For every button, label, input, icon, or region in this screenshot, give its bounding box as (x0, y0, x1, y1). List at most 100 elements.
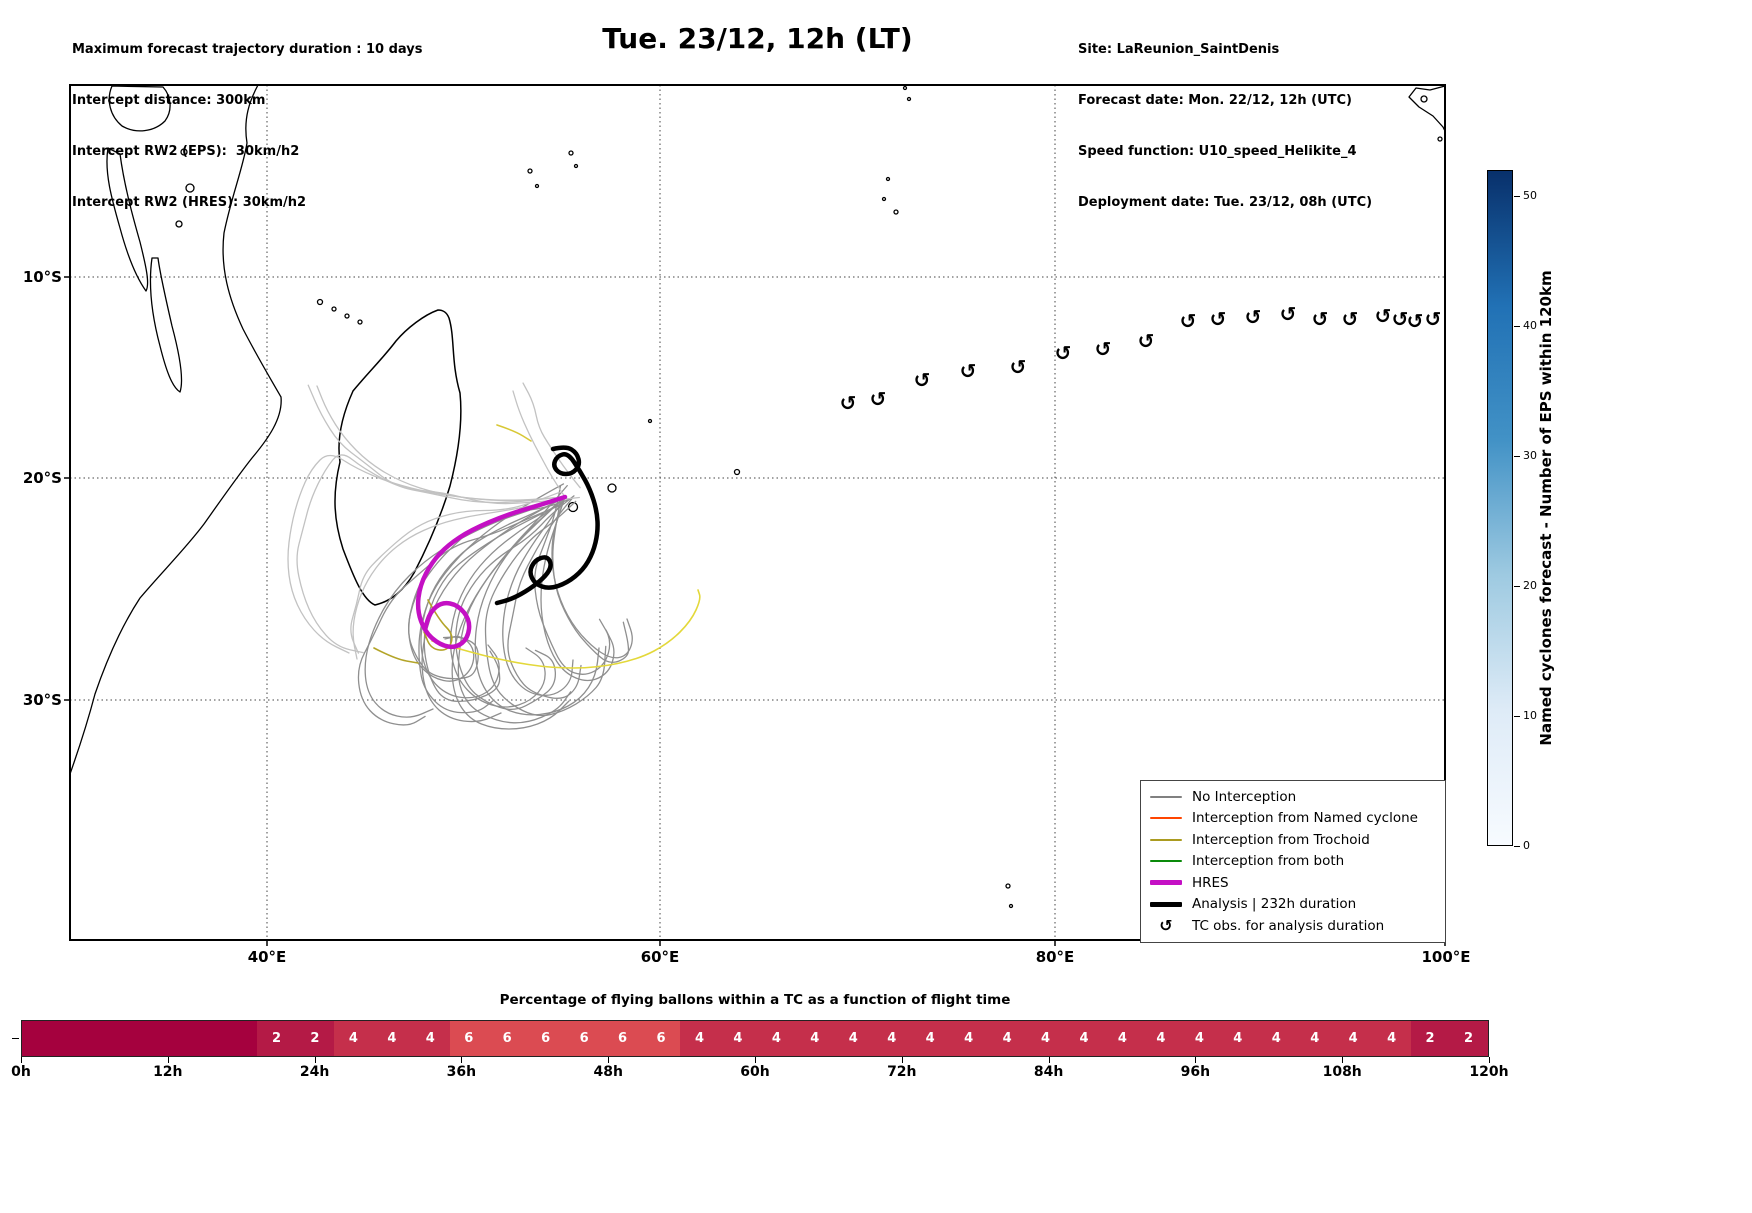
bar-segment-value: 4 (411, 1021, 450, 1056)
legend-row: ↺ TC obs. for analysis duration (1150, 915, 1436, 937)
legend-line-sample (1150, 880, 1182, 886)
no-interception-trajectory (287, 454, 566, 654)
bar-segment-value: 6 (641, 1021, 681, 1056)
colorbar-tick-label: 50 (1523, 189, 1537, 202)
bar-segment-value: 4 (872, 1021, 911, 1056)
header-right-info: Site: LaReunion_SaintDenis Forecast date… (1078, 7, 1372, 245)
no-interception-trajectory (502, 496, 574, 697)
intercept-distance-line: Intercept distance: 300km (72, 93, 266, 108)
colorbar-tick-mark (1514, 846, 1520, 847)
tc-obs-icon: ↺ (1280, 302, 1297, 326)
analysis-track (494, 445, 600, 606)
bottom-axis-tick-mark (608, 1057, 610, 1063)
colorbar-tick-mark (1514, 456, 1520, 457)
bottom-axis-tick-label: 36h (446, 1064, 477, 1080)
bar-segment-value: 2 (1449, 1021, 1488, 1056)
legend-line (1150, 795, 1182, 798)
tc-obs-icon: ↺ (1342, 307, 1359, 331)
bar-segment-value: 6 (564, 1021, 604, 1056)
tc-obs-icon: ↺ (1150, 915, 1182, 935)
legend-line (1150, 838, 1182, 841)
bar-segment (198, 1021, 228, 1056)
legend-label: Interception from both (1192, 853, 1345, 870)
bar-segment (22, 1021, 52, 1056)
bottom-axis-tick-mark (1489, 1057, 1490, 1063)
bar-segment-value: 4 (1141, 1021, 1181, 1056)
legend-label: Interception from Trochoid (1192, 831, 1370, 848)
tc-obs-icon: ↺ (1210, 307, 1227, 331)
colorbar-tick-label: 10 (1523, 709, 1537, 722)
bar-segment-value: 4 (1372, 1021, 1411, 1056)
bottom-axis-tick-mark (167, 1057, 169, 1063)
bar-segment (227, 1021, 258, 1056)
bar-segment-value: 2 (295, 1021, 335, 1056)
bottom-axis-tick-mark (901, 1057, 903, 1063)
bar-segment (80, 1021, 111, 1056)
intercept-rw2-eps-line: Intercept RW2 (EPS): 30km/h2 (72, 144, 300, 159)
legend-row: Analysis | 232h duration (1150, 894, 1436, 916)
trochoid-trajectory (431, 589, 701, 669)
bar-segment-value: 4 (1333, 1021, 1373, 1056)
tc-obs-icon: ↺ (1407, 309, 1424, 333)
tc-obs-glyph: ↺ (1159, 915, 1173, 935)
colorbar-tick-label: 0 (1523, 839, 1530, 852)
bottom-axis-tick-label: 120h (1469, 1064, 1509, 1080)
bottom-axis-tick-label: 24h (299, 1064, 330, 1080)
colorbar-tick-mark (1514, 196, 1520, 197)
tc-obs-icon: ↺ (914, 368, 931, 392)
legend-line-sample (1150, 838, 1182, 841)
tc-obs-icon: ↺ (960, 359, 977, 383)
bar-segment-value: 4 (795, 1021, 835, 1056)
site-line: Site: LaReunion_SaintDenis (1078, 42, 1280, 57)
bar-segment-value: 4 (1257, 1021, 1296, 1056)
legend-row: Interception from Named cyclone (1150, 808, 1436, 830)
no-interception-trajectory (551, 496, 633, 659)
legend-row: No Interception (1150, 786, 1436, 808)
no-interception-trajectory (357, 504, 563, 726)
no-interception-trajectory (552, 501, 630, 663)
coastlines (69, 84, 1446, 909)
bar-segment-value: 4 (987, 1021, 1027, 1056)
hres-track-line (415, 494, 568, 650)
legend-label: HRES (1192, 874, 1229, 891)
bar-segment-value: 2 (257, 1021, 296, 1056)
no-interception-trajectory (364, 496, 566, 718)
legend-line-sample (1150, 901, 1182, 907)
map-gridlines (70, 85, 1445, 940)
bottom-axis-tick-mark (461, 1057, 463, 1063)
x-tick-80e: 80°E (1035, 948, 1075, 966)
colorbar-tick-mark (1514, 716, 1520, 717)
no-interception-trajectory (540, 496, 615, 682)
tc-obs-icon: ↺ (1375, 304, 1392, 328)
madagascar-coastline (334, 309, 462, 606)
colorbar-title: Named cyclones forecast - Number of EPS … (1537, 270, 1555, 746)
bottom-axis-tick-label: 72h (887, 1064, 917, 1080)
intercept-rw2-hres-line: Intercept RW2 (HRES): 30km/h2 (72, 195, 307, 210)
max-duration-line: Maximum forecast trajectory duration : 1… (72, 42, 423, 57)
y-tick-10s: 10°S (22, 268, 62, 286)
bar-segment-value: 4 (334, 1021, 373, 1056)
tc-obs-icon: ↺ (870, 387, 887, 411)
y-tick-20s: 20°S (22, 469, 62, 487)
x-tick-60e: 60°E (640, 948, 680, 966)
bottom-axis-tick-label: 96h (1180, 1064, 1211, 1080)
legend-line-sample (1150, 817, 1182, 820)
bar-segment-value: 6 (603, 1021, 642, 1056)
no-interception-trajectory (421, 496, 566, 723)
bottom-chart-title: Percentage of flying ballons within a TC… (499, 992, 1011, 1008)
colorbar-tick-mark (1514, 586, 1520, 587)
bar-segment-value: 4 (757, 1021, 796, 1056)
map-border (69, 84, 1446, 941)
bottom-axis-tick-label: 60h (740, 1064, 770, 1080)
legend-label: Analysis | 232h duration (1192, 896, 1357, 913)
bottom-axis-tick-label: 0h (11, 1064, 31, 1080)
colorbar-tick-label: 20 (1523, 579, 1537, 592)
legend-line (1150, 880, 1182, 886)
figure-title: Tue. 23/12, 12h (LT) (602, 22, 913, 55)
bottom-axis-tick-label: 84h (1033, 1064, 1064, 1080)
speed-function-line: Speed function: U10_speed_Helikite_4 (1078, 144, 1357, 159)
bar-segment (51, 1021, 81, 1056)
